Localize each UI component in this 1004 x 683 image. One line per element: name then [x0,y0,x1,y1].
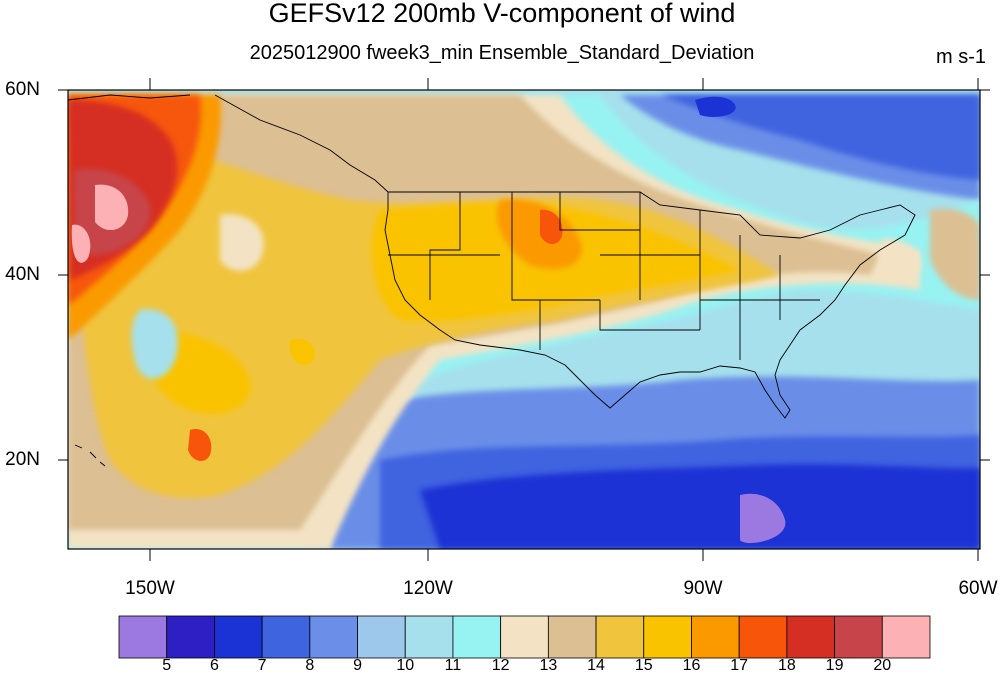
colorbar-label: 10 [396,657,415,674]
lon-label-150w: 150W [125,578,175,599]
colorbar-swatch [357,615,406,659]
colorbar-swatch [643,615,692,659]
colorbar-label: 6 [209,657,219,674]
colorbar-label: 17 [730,657,749,674]
colorbar-label: 14 [587,657,605,674]
colorbar-label: 18 [777,657,796,674]
axis-ticks [58,78,990,561]
colorbar-label: 15 [634,657,653,674]
chart-title: GEFSv12 200mb V-component of wind [268,0,736,28]
lat-label-60n: 60N [5,79,40,100]
colorbar-swatch [166,615,215,659]
colorbar-label: 13 [539,657,558,674]
colorbar-label: 9 [353,657,362,674]
lon-label-120w: 120W [403,578,453,599]
colorbar-label: 11 [444,657,462,674]
colorbar-swatch [834,615,883,659]
colorbar-swatch [881,615,931,659]
colorbar-swatch [691,615,740,659]
colorbar-swatch [404,615,454,659]
colorbar-swatch [786,615,835,659]
colorbar-swatch [214,615,263,659]
colorbar-swatch [452,615,502,659]
colorbar-label: 16 [682,657,701,674]
chart-subtitle: 2025012900 fweek3_min Ensemble_Standard_… [249,42,755,64]
colorbar-label: 8 [305,657,315,674]
colorbar-label: 19 [825,657,844,674]
lon-label-60w: 60W [958,578,998,599]
colorbar-swatch [738,615,788,659]
units-label: m s-1 [936,46,986,68]
colorbar-label: 12 [491,657,510,674]
lat-label-20n: 20N [5,449,40,470]
colorbar-label: 20 [873,657,892,674]
colorbar-swatch [595,615,645,659]
map-frame [67,89,981,550]
boundaries [68,94,916,467]
colorbar-label: 7 [257,657,267,674]
colorbar-swatch [547,615,597,659]
colorbar-swatch [500,615,549,659]
lon-label-90w: 90W [683,578,723,599]
colorbar-swatch [118,615,168,659]
colorbar-swatch [309,615,358,659]
lat-label-40n: 40N [5,264,40,285]
colorbar-swatch [261,615,311,659]
colorbar-label: 5 [162,657,172,674]
shaded-field [68,90,980,549]
